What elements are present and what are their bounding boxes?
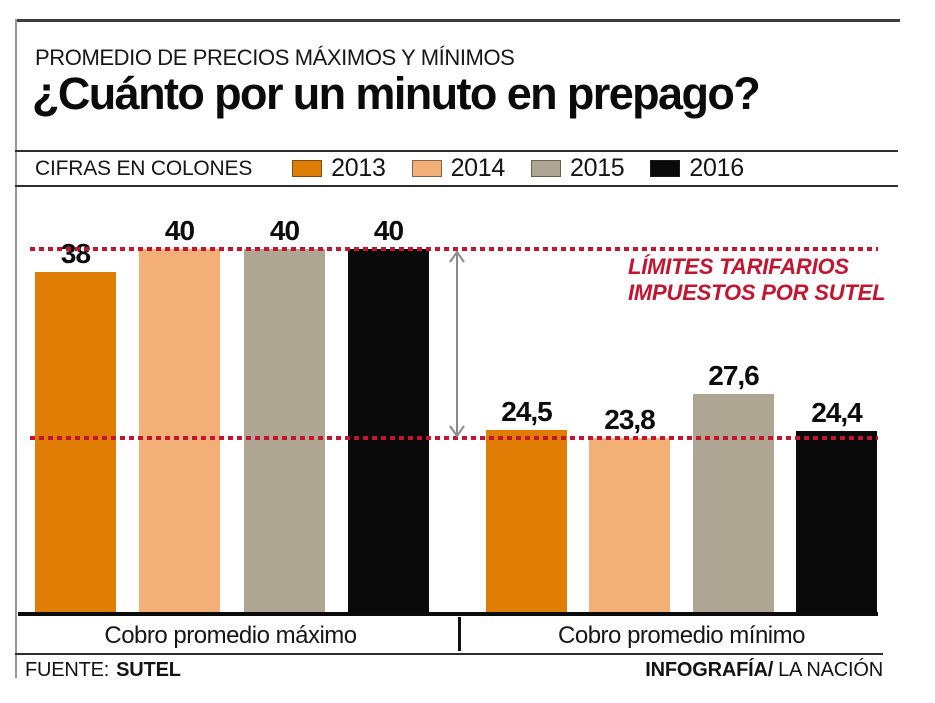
category-label-maximo: Cobro promedio máximo: [104, 622, 357, 649]
bar-2014-minimo: [589, 438, 670, 612]
source-value: SUTEL: [116, 659, 181, 681]
tariff-limits-annotation: LÍMITES TARIFARIOS IMPUESTOS POR SUTEL: [628, 254, 886, 306]
bar-2015-minimo: [693, 394, 774, 612]
bar-value-label-2016-maximo: 40: [373, 215, 404, 246]
legend-year-label: 2016: [689, 154, 744, 182]
source-label: FUENTE:: [25, 659, 110, 681]
annotation-line-2: IMPUESTOS POR SUTEL: [628, 280, 886, 305]
legend-year-label: 2015: [570, 154, 625, 182]
credit-bold: INFOGRAFÍA/: [645, 659, 774, 681]
range-arrow-icon: [449, 250, 465, 438]
annotation-line-1: LÍMITES TARIFARIOS: [628, 254, 849, 279]
footer-rule: [15, 653, 883, 655]
bar-value-label-2013-maximo: 38: [60, 238, 91, 269]
bar-value-label-2014-maximo: 40: [164, 215, 195, 246]
bar-2013-minimo: [486, 430, 567, 612]
legend-top-rule: [15, 150, 898, 152]
kicker: PROMEDIO DE PRECIOS MÁXIMOS Y MÍNIMOS: [35, 45, 515, 70]
credit-rest: LA NACIÓN: [778, 659, 883, 681]
bar-value-label-2015-minimo: 27,6: [708, 360, 760, 391]
bar-2013-maximo: [35, 272, 116, 612]
bar-2015-maximo: [244, 249, 325, 612]
frame-left-border: [15, 19, 17, 678]
bar-value-label-2014-minimo: 23,8: [604, 404, 656, 435]
bar-2016-minimo: [796, 431, 877, 612]
bar-2016-maximo: [348, 249, 429, 612]
chart-plot-area: LÍMITES TARIFARIOS IMPUESTOS POR SUTEL 3…: [0, 188, 935, 628]
legend-swatch-2013: [292, 160, 323, 177]
legend-items: 2013 2014 2015 2016: [292, 154, 744, 183]
bar-value-label-2016-minimo: 24,4: [811, 397, 863, 428]
legend-item-2013: 2013: [292, 154, 386, 183]
legend-year-label: 2014: [450, 154, 506, 182]
legend-swatch-2014: [411, 160, 442, 177]
legend-item-2016: 2016: [650, 154, 744, 183]
legend-swatch-2016: [650, 160, 681, 177]
legend: CIFRAS EN COLONES 2013 2014 2015 2016: [35, 153, 744, 184]
legend-year-label: 2013: [331, 154, 386, 182]
legend-bottom-rule: [15, 185, 898, 187]
source-credit: FUENTE: SUTEL: [25, 659, 181, 682]
category-label-minimo: Cobro promedio mínimo: [558, 622, 805, 649]
infographic-credit: INFOGRAFÍA/LA NACIÓN: [645, 659, 883, 682]
page-title: ¿Cuánto por un minuto en prepago?: [32, 68, 761, 119]
x-axis-baseline: [18, 612, 878, 616]
category-divider-tick: [458, 617, 461, 651]
upper-tariff-limit-line: [30, 247, 878, 251]
legend-swatch-2015: [531, 160, 561, 177]
frame-top-border: [15, 19, 900, 22]
lower-tariff-limit-line: [30, 436, 878, 440]
legend-item-2015: 2015: [531, 154, 625, 183]
legend-units-label: CIFRAS EN COLONES: [35, 156, 253, 180]
bar-value-label-2015-maximo: 40: [269, 215, 300, 246]
bar-value-label-2013-minimo: 24,5: [501, 396, 553, 427]
legend-item-2014: 2014: [411, 154, 506, 183]
bar-2014-maximo: [139, 249, 220, 612]
